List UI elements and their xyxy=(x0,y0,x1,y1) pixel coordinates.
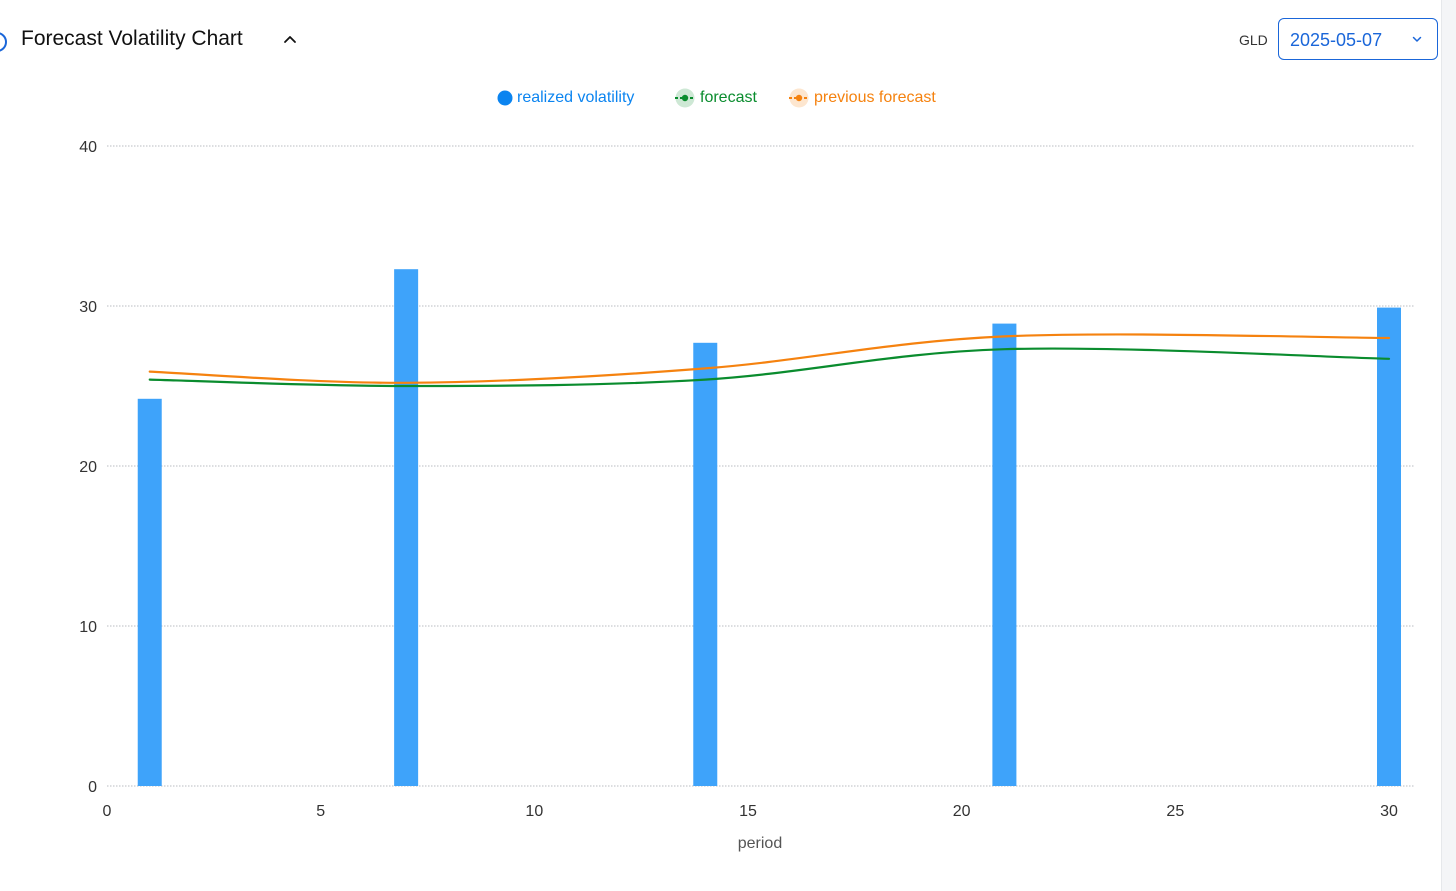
x-tick-label: 25 xyxy=(1166,803,1184,820)
x-tick-label: 5 xyxy=(316,803,325,820)
bar-realized-volatility[interactable] xyxy=(1377,307,1401,786)
bar-realized-volatility[interactable] xyxy=(693,342,718,786)
legend-line-marker-icon xyxy=(675,88,695,108)
chevron-up-icon xyxy=(284,36,296,43)
line-series xyxy=(148,333,1391,388)
y-tick-label: 0 xyxy=(88,779,97,796)
bar-realized-volatility[interactable] xyxy=(137,398,162,786)
legend-line-marker-icon xyxy=(789,88,809,108)
y-tick-label: 40 xyxy=(79,139,97,156)
legend-label-previous-forecast: previous forecast xyxy=(814,89,936,106)
ticker-label: GLD xyxy=(1239,32,1268,48)
y-tick-label: 10 xyxy=(79,619,97,636)
legend-label-realized-volatility: realized volatility xyxy=(517,89,635,106)
chart-title: Forecast Volatility Chart xyxy=(21,27,243,50)
bar-series-realized-volatility xyxy=(137,269,1401,786)
line-forecast[interactable] xyxy=(148,347,1391,388)
x-axis-label: period xyxy=(738,835,782,852)
x-tick-label: 30 xyxy=(1380,803,1398,820)
date-select[interactable]: 2025-05-07 xyxy=(1278,18,1438,60)
bar-realized-volatility[interactable] xyxy=(394,269,419,786)
bar-realized-volatility[interactable] xyxy=(992,323,1017,786)
y-tick-label: 20 xyxy=(79,459,97,476)
line-previous-forecast[interactable] xyxy=(148,333,1391,384)
legend-label-forecast: forecast xyxy=(700,89,757,106)
y-tick-label: 30 xyxy=(79,299,97,316)
x-tick-label: 15 xyxy=(739,803,757,820)
collapse-button[interactable] xyxy=(278,26,302,52)
chevron-down-icon xyxy=(1412,36,1422,42)
axis-ticks: 0 10 20 30 40 0 5 10 15 20 25 30 xyxy=(79,139,1398,820)
date-select-value: 2025-05-07 xyxy=(1290,30,1383,50)
grid-lines xyxy=(107,145,1414,787)
chart-legend: realized volatility forecast previous fo… xyxy=(0,86,1442,110)
legend-dot-icon xyxy=(497,90,513,106)
x-tick-label: 0 xyxy=(103,803,112,820)
x-tick-label: 10 xyxy=(525,803,543,820)
x-tick-label: 20 xyxy=(953,803,971,820)
